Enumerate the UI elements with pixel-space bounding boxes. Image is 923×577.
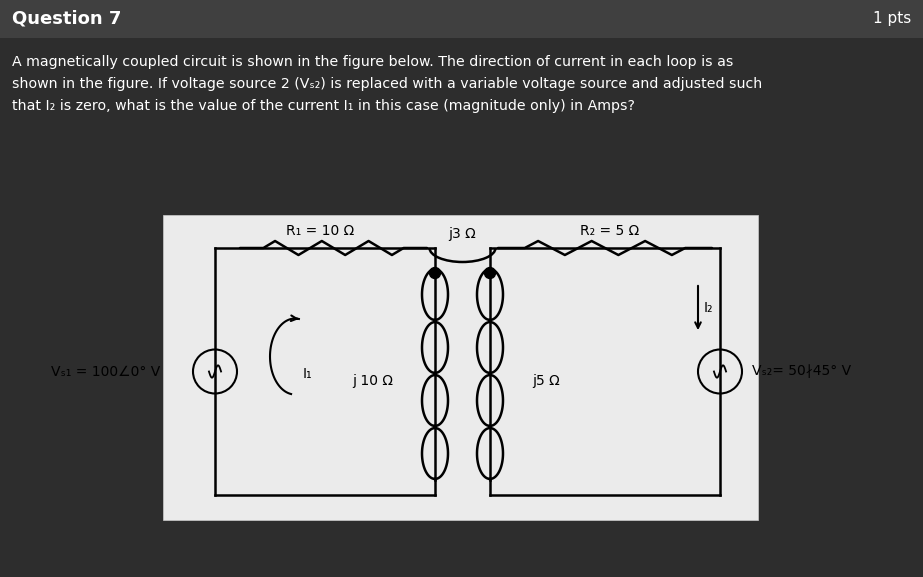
Text: that I₂ is zero, what is the value of the current I₁ in this case (magnitude onl: that I₂ is zero, what is the value of th…: [12, 99, 635, 113]
Text: Vₛ₂= 50∤45° V: Vₛ₂= 50∤45° V: [752, 365, 851, 379]
Text: I₁: I₁: [303, 368, 313, 381]
Circle shape: [429, 268, 440, 279]
Text: A magnetically coupled circuit is shown in the figure below. The direction of cu: A magnetically coupled circuit is shown …: [12, 55, 734, 69]
Text: j 10 Ω: j 10 Ω: [352, 374, 393, 388]
Text: shown in the figure. If voltage source 2 (Vₛ₂) is replaced with a variable volta: shown in the figure. If voltage source 2…: [12, 77, 762, 91]
Text: R₂ = 5 Ω: R₂ = 5 Ω: [581, 224, 640, 238]
Text: I₂: I₂: [704, 301, 713, 315]
Circle shape: [485, 268, 496, 279]
Text: 1 pts: 1 pts: [873, 12, 911, 27]
Text: j5 Ω: j5 Ω: [532, 374, 559, 388]
Bar: [163, 215, 758, 520]
Text: j3 Ω: j3 Ω: [449, 227, 476, 241]
Text: Question 7: Question 7: [12, 10, 122, 28]
Text: R₁ = 10 Ω: R₁ = 10 Ω: [286, 224, 354, 238]
Text: Vₛ₁ = 100∠0° V: Vₛ₁ = 100∠0° V: [51, 365, 160, 379]
Bar: [0, 0, 923, 38]
